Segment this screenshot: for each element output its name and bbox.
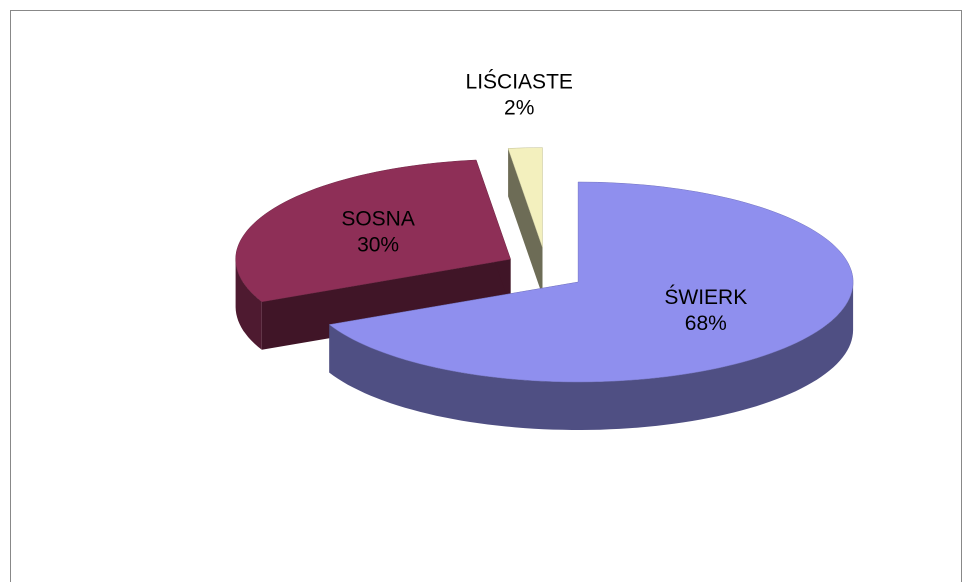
slice-label: ŚWIERK bbox=[664, 285, 747, 309]
slice-wall bbox=[235, 259, 262, 350]
slice-label: SOSNA bbox=[341, 207, 415, 230]
slice bbox=[235, 159, 511, 303]
slice-value-label: 30% bbox=[357, 233, 399, 256]
slice-value-label: 68% bbox=[685, 312, 727, 335]
slice-side bbox=[508, 148, 543, 296]
slice-label: LIŚCIASTE bbox=[466, 69, 573, 93]
slice-value-label: 2% bbox=[504, 96, 534, 119]
slice bbox=[507, 147, 543, 248]
slice-side bbox=[261, 259, 511, 350]
slice-wall bbox=[329, 282, 854, 430]
slice bbox=[328, 181, 854, 383]
